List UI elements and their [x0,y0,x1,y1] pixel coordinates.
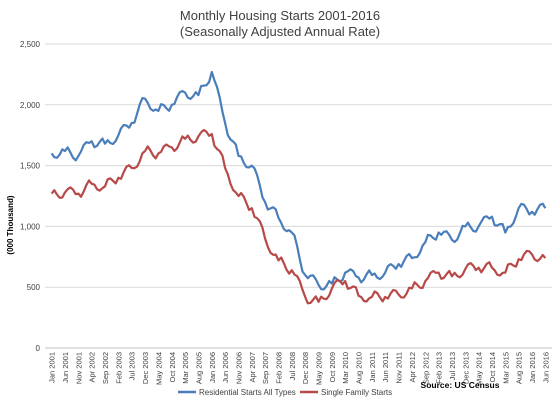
x-tick-label: May 2004 [154,352,163,385]
series-lines [50,70,547,305]
series-line-1 [50,128,547,305]
x-tick-label: Feb 2008 [274,352,283,384]
x-tick-label: Oct 2009 [328,352,337,382]
y-axis-ticks: 0 500 1,000 1,500 2,000 2,500 [20,40,41,353]
x-tick-label: Nov 2006 [234,352,243,384]
y-axis-label: (000 Thousand) [6,195,15,254]
x-tick-label: Jan 2011 [368,352,377,382]
x-tick-label: Aug 2015 [515,352,524,384]
x-tick-label: Oct 2004 [168,352,177,382]
x-tick-label: Feb 2013 [435,352,444,384]
x-tick-label: Jan 2006 [208,352,217,383]
x-axis-ticks: Jan 2001 Jun 2001 Nov 2001 Apr 2002 Sep 2002… [48,352,551,385]
chart-subtitle: (Seasonally Adjusted Annual Rate) [180,24,380,39]
y-tick-label: 0 [36,344,41,353]
legend-label: Single Family Starts [321,388,392,397]
x-tick-label: Oct 2014 [488,352,497,382]
x-tick-label: Jun 2001 [61,352,70,383]
x-tick-label: May 2009 [315,352,324,385]
x-tick-label: Jul 2003 [128,352,137,380]
x-tick-label: Nov 2001 [74,352,83,384]
x-tick-label: Sep 2002 [101,352,110,384]
x-tick-label: Apr 2012 [408,352,417,382]
x-tick-label: Dec 2013 [461,352,470,384]
x-tick-label: Jan 2001 [48,352,57,383]
x-tick-label: Jul 2008 [288,352,297,380]
x-tick-label: Jan 2016 [528,352,537,383]
x-tick-label: Sep 2012 [421,352,430,384]
y-tick-label: 2,500 [20,40,41,49]
y-tick-label: 2,000 [20,101,41,110]
x-tick-label: Dec 2008 [301,352,310,384]
x-tick-label: Sep 2007 [261,352,270,384]
x-tick-label: Jun 2011 [381,352,390,382]
y-tick-label: 1,500 [20,162,41,171]
x-tick-label: Feb 2003 [114,352,123,384]
x-tick-label: Mar 2005 [181,352,190,384]
legend: Residential Starts All Types Single Famil… [178,388,392,397]
x-tick-label: May 2014 [475,352,484,385]
x-tick-label: Jun 2006 [221,352,230,383]
x-tick-label: Mar 2010 [341,352,350,384]
y-tick-label: 500 [27,283,41,292]
x-tick-label: Jul 2013 [448,352,457,380]
x-tick-label: Jun 2016 [541,352,550,383]
chart-title: Monthly Housing Starts 2001-2016 [180,8,380,23]
y-tick-label: 1,000 [20,222,41,231]
x-tick-label: Nov 2011 [395,352,404,384]
x-tick-label: Apr 2002 [88,352,97,382]
x-tick-label: Dec 2003 [141,352,150,384]
x-tick-label: Aug 2005 [194,352,203,384]
legend-label: Residential Starts All Types [199,388,296,397]
x-tick-label: Aug 2010 [355,352,364,384]
x-tick-label: Mar 2015 [501,352,510,384]
x-tick-label: Apr 2007 [248,352,257,382]
source-note: Source: US Census [421,380,500,390]
series-line-0 [50,70,547,291]
